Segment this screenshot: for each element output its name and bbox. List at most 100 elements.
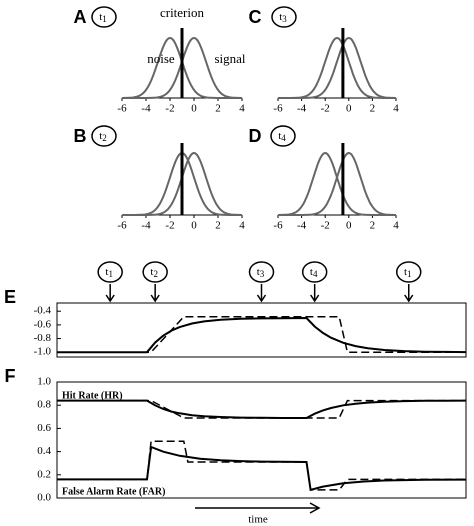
time-marker-letter: t [257, 266, 260, 278]
series-label: signal [214, 51, 245, 66]
panel-label: B [74, 126, 87, 146]
x-tick-label: 0 [346, 220, 352, 232]
x-tick-label: 0 [346, 103, 352, 115]
time-marker-badge [91, 6, 117, 28]
time-marker: t4 [278, 130, 286, 144]
x-tick-label: -4 [297, 103, 307, 115]
arrow-head [105, 294, 115, 303]
time-marker-sub: 2 [153, 269, 158, 279]
panel-label: D [249, 126, 262, 146]
x-tick-label: 2 [370, 220, 376, 232]
time-marker: t3 [257, 266, 265, 280]
x-tick-label: 4 [239, 220, 245, 232]
solid-line [57, 316, 467, 354]
series-label: False Alarm Rate (FAR) [62, 486, 165, 497]
panel-label: E [4, 287, 16, 307]
arrow-head [150, 294, 160, 303]
time-marker-letter: t [404, 266, 407, 278]
density-curve [278, 151, 396, 216]
time-marker-badge [97, 261, 123, 283]
arrow-head [309, 502, 321, 514]
time-marker-sub: 4 [281, 133, 286, 143]
panel-label: C [249, 7, 262, 27]
time-marker: t1 [99, 11, 107, 25]
x-tick-label: 2 [215, 220, 221, 232]
x-tick-label: 4 [393, 103, 399, 115]
x-tick-label: -2 [321, 103, 330, 115]
dashed-line [57, 315, 466, 353]
time-marker-badge [301, 261, 328, 283]
y-tick-label: 1.0 [37, 376, 51, 388]
x-tick-label: 2 [370, 103, 376, 115]
time-marker-sub: 4 [313, 269, 318, 279]
arrow-head [256, 294, 267, 303]
x-tick-label: -6 [273, 103, 283, 115]
time-marker-badge [142, 261, 168, 283]
dashed-line [57, 440, 466, 491]
time-marker-letter: t [150, 266, 153, 278]
y-tick-label: 0.2 [37, 468, 51, 480]
panel-label: F [5, 366, 16, 386]
time-marker-letter: t [310, 266, 313, 278]
plot-frame [56, 302, 467, 358]
time-marker: t2 [99, 130, 107, 144]
panel-label: A [74, 7, 87, 27]
x-tick-label: -2 [321, 220, 330, 232]
criterion-label: criterion [160, 5, 205, 20]
time-marker-badge [248, 261, 275, 283]
x-tick-label: -4 [141, 103, 151, 115]
time-marker-badge [395, 261, 422, 283]
x-tick-label: -2 [165, 220, 174, 232]
density-curve [278, 36, 396, 99]
time-marker: t4 [310, 266, 318, 280]
series-label: noise [147, 51, 175, 66]
y-tick-label: 0.0 [37, 492, 51, 504]
x-tick-label: 0 [191, 103, 197, 115]
solid-line [57, 399, 467, 419]
y-tick-label: -0.6 [34, 318, 52, 330]
y-tick-label: 0.4 [37, 445, 51, 457]
density-curve [278, 36, 396, 99]
arrow-head [310, 294, 320, 303]
x-tick-label: 2 [215, 103, 221, 115]
time-marker: t1 [404, 266, 412, 280]
time-marker: t1 [105, 266, 113, 280]
time-marker-sub: 1 [108, 269, 113, 279]
density-curve [278, 151, 396, 216]
y-tick-label: -1.0 [34, 346, 52, 358]
time-marker-sub: 1 [102, 14, 107, 24]
x-tick-label: 0 [191, 220, 197, 232]
x-tick-label: 4 [393, 220, 399, 232]
time-marker-sub: 3 [260, 269, 265, 279]
y-tick-label: -0.8 [34, 332, 52, 344]
series-label: Hit Rate (HR) [62, 390, 123, 401]
solid-line [57, 445, 467, 492]
y-tick-label: -0.4 [34, 305, 52, 317]
time-marker-letter: t [99, 130, 102, 142]
time-marker: t2 [150, 266, 158, 280]
time-marker: t3 [279, 11, 287, 25]
time-marker-letter: t [99, 11, 102, 23]
y-tick-label: 0.6 [37, 422, 51, 434]
time-marker-letter: t [278, 130, 281, 142]
time-marker-letter: t [279, 11, 282, 23]
time-marker-badge [270, 125, 296, 147]
x-tick-label: -4 [141, 220, 151, 232]
x-tick-label: -6 [117, 220, 127, 232]
dashed-line [57, 399, 466, 419]
time-marker-sub: 3 [282, 14, 287, 24]
time-marker-badge [91, 125, 117, 147]
time-marker-sub: 1 [407, 269, 412, 279]
x-tick-label: -4 [297, 220, 307, 232]
time-marker-letter: t [105, 266, 108, 278]
arrow-head [404, 294, 414, 303]
y-tick-label: 0.8 [37, 399, 51, 411]
x-tick-label: 4 [239, 103, 245, 115]
x-tick-label: -6 [273, 220, 283, 232]
time-marker-sub: 2 [102, 133, 107, 143]
x-tick-label: -2 [165, 103, 174, 115]
x-tick-label: -6 [117, 103, 127, 115]
plot-frame [56, 381, 467, 499]
x-axis-title: time [248, 514, 268, 526]
